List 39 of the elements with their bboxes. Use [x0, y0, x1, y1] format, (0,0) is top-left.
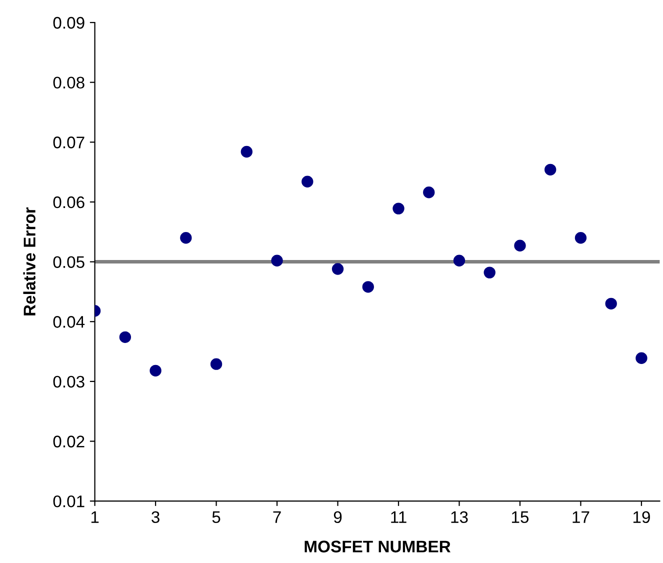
point	[271, 254, 283, 266]
point	[605, 298, 617, 310]
y-tick-label: 0.08	[53, 76, 84, 89]
point	[484, 266, 496, 278]
x-axis-title: MOSFET NUMBER	[304, 540, 451, 552]
point	[544, 164, 556, 176]
y-tick-label: 0.02	[53, 436, 84, 448]
point	[362, 281, 374, 293]
x-tick-label: 7	[273, 511, 281, 523]
point	[636, 352, 648, 364]
point	[150, 364, 162, 377]
x-tick-label: 17	[572, 511, 590, 523]
point	[453, 254, 466, 266]
point	[119, 331, 132, 344]
y-tick-label: 0.09	[53, 16, 84, 29]
x-tick-label: 15	[512, 511, 529, 524]
x-tick-label: 9	[334, 511, 342, 524]
point	[240, 146, 252, 158]
x-tick-label: 5	[212, 511, 220, 524]
x-tick-label: 3	[152, 511, 160, 524]
x-tick-label: 13	[451, 511, 468, 524]
x-tick-label: 11	[391, 511, 406, 523]
point	[332, 263, 344, 275]
point	[210, 358, 222, 370]
x-tick-label: 1	[91, 511, 99, 523]
y-tick-label: 0.03	[53, 376, 84, 388]
y-axis-title: Relative Error	[23, 207, 36, 316]
y-tick-label: 0.05	[53, 256, 84, 268]
point	[180, 232, 192, 244]
point	[574, 232, 587, 244]
y-tick-label: 0.01	[53, 495, 84, 508]
x-tick-label: 19	[633, 511, 650, 524]
point	[423, 186, 435, 198]
point	[392, 202, 404, 214]
y-tick-label: 0.07	[53, 136, 84, 148]
point	[302, 176, 314, 188]
y-tick-label: 0.04	[53, 316, 85, 328]
point	[514, 240, 526, 252]
y-tick-label: 0.06	[53, 196, 84, 208]
